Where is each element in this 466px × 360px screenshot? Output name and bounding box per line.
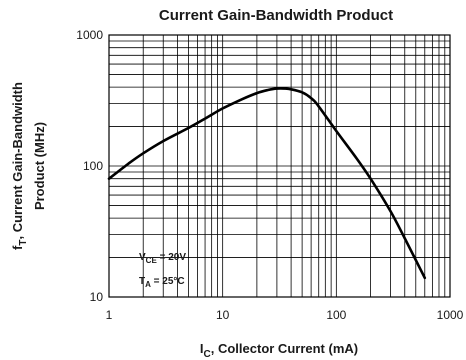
chart-title: Current Gain-Bandwidth Product bbox=[159, 7, 393, 24]
x-tick-label: 1000 bbox=[437, 308, 464, 322]
x-tick-label: 10 bbox=[216, 308, 230, 322]
plot-frame bbox=[108, 34, 451, 298]
y-tick-label: 10 bbox=[90, 290, 104, 304]
data-line bbox=[107, 87, 427, 280]
y-tick-label: 1000 bbox=[76, 28, 103, 42]
y-tick-label: 100 bbox=[83, 159, 103, 173]
svg-text:fT, Current Gain-Bandwidth: fT, Current Gain-Bandwidth bbox=[10, 82, 29, 250]
svg-text:Product (MHz): Product (MHz) bbox=[32, 122, 47, 210]
x-tick-label: 1 bbox=[106, 308, 113, 322]
x-axis-label: IC, Collector Current (mA) bbox=[200, 341, 358, 360]
annotation-ta: TA = 25°C bbox=[139, 276, 185, 289]
y-axis-label: fT, Current Gain-Bandwidth Product (MHz) bbox=[10, 82, 47, 250]
x-tick-label: 100 bbox=[326, 308, 346, 322]
annotation-vce: VCE = 20V bbox=[139, 252, 186, 265]
x-tick-labels: 1 10 100 1000 bbox=[106, 308, 464, 322]
y-tick-labels: 10 100 1000 bbox=[76, 28, 103, 304]
